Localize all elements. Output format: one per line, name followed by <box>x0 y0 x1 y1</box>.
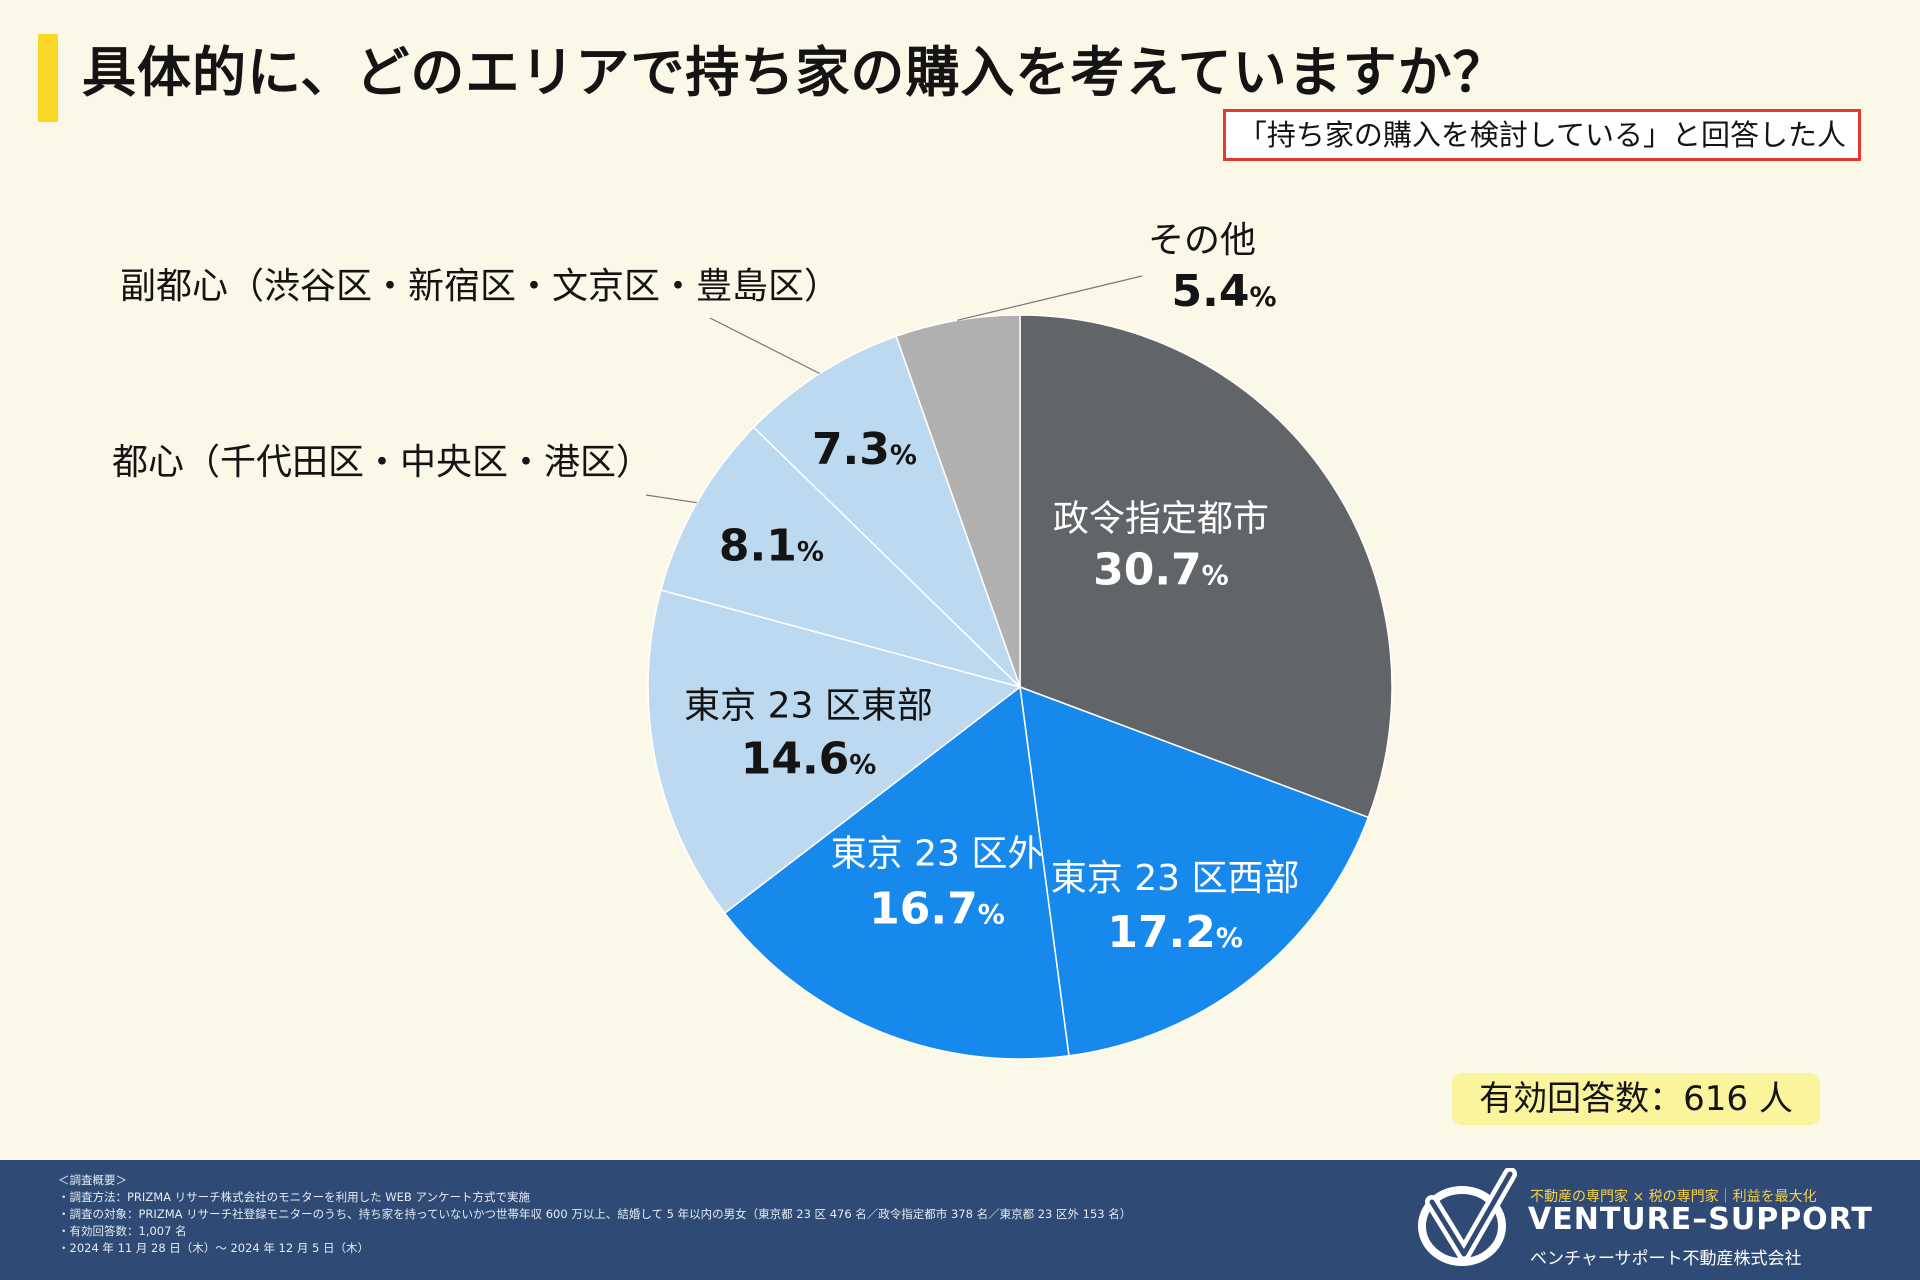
leader-line <box>957 275 1143 321</box>
slice-label: 副都心（渋谷区・新宿区・文京区・豊島区） <box>120 266 840 307</box>
brand-name: VENTURE–SUPPORT <box>1528 1202 1873 1237</box>
company-tagline: 不動産の専門家 × 税の専門家｜利益を最大化 <box>1530 1189 1817 1205</box>
respondent-filter-label: 「持ち家の購入を検討している」と回答した人 <box>1222 109 1861 161</box>
company-name: ベンチャーサポート不動産株式会社 <box>1530 1249 1802 1269</box>
slice-label: 東京 23 区西部 <box>1051 858 1300 899</box>
slice-value: 14.6% <box>741 733 877 784</box>
slice-value: 5.4% <box>1171 266 1276 317</box>
footer: ＜調査概要＞ ・調査方法：PRIZMA リサーチ株式会社のモニターを利用した W… <box>0 1160 1920 1280</box>
slice-label: 都心（千代田区・中央区・港区） <box>112 442 652 483</box>
slice-value: 7.3% <box>812 424 917 475</box>
pie-slice <box>1019 314 1393 819</box>
slice-value: 8.1% <box>719 520 824 571</box>
pie-slice <box>895 314 1021 688</box>
v-swoosh-logo-icon <box>1418 1168 1517 1266</box>
page-title: 具体的に、どのエリアで持ち家の購入を考えていますか？ <box>82 41 1508 104</box>
pie-chart: 政令指定都市 30.7% 東京 23 区西部 17.2% 東京 23 区外 16.7% 東京… <box>112 220 1393 1060</box>
survey-note-line: ・調査方法：PRIZMA リサーチ株式会社のモニターを利用した WEB アンケー… <box>58 1190 531 1204</box>
title-accent-bar <box>38 34 58 122</box>
pie-slice <box>647 589 1022 915</box>
slice-label: 東京 23 区東部 <box>684 685 933 726</box>
slice-value: 17.2% <box>1107 907 1243 958</box>
slice-value: 30.7% <box>1093 544 1229 595</box>
leader-line <box>709 317 820 375</box>
slice-value: 16.7% <box>869 883 1005 934</box>
pie-slice <box>723 685 1070 1060</box>
slice-label: 東京 23 区外 <box>831 833 1044 874</box>
survey-note-line: ＜調査概要＞ <box>58 1173 127 1187</box>
slice-label: 政令指定都市 <box>1053 498 1269 539</box>
slice-label: その他 <box>1148 220 1256 261</box>
pie-slice <box>752 335 1021 688</box>
survey-note-line: ・2024 年 11 月 28 日（木）〜 2024 年 12 月 5 日（木） <box>58 1241 369 1255</box>
survey-note-line: ・調査の対象：PRIZMA リサーチ社登録モニターのうち、持ち家を持っていないか… <box>58 1207 1132 1221</box>
leader-line <box>645 494 697 504</box>
pie-slice <box>1019 685 1370 1057</box>
survey-note-line: ・有効回答数：1,007 名 <box>58 1224 187 1238</box>
survey-notes: ＜調査概要＞ ・調査方法：PRIZMA リサーチ株式会社のモニターを利用した W… <box>58 1172 1131 1257</box>
valid-responses-badge: 有効回答数：616 人 <box>1452 1073 1820 1125</box>
